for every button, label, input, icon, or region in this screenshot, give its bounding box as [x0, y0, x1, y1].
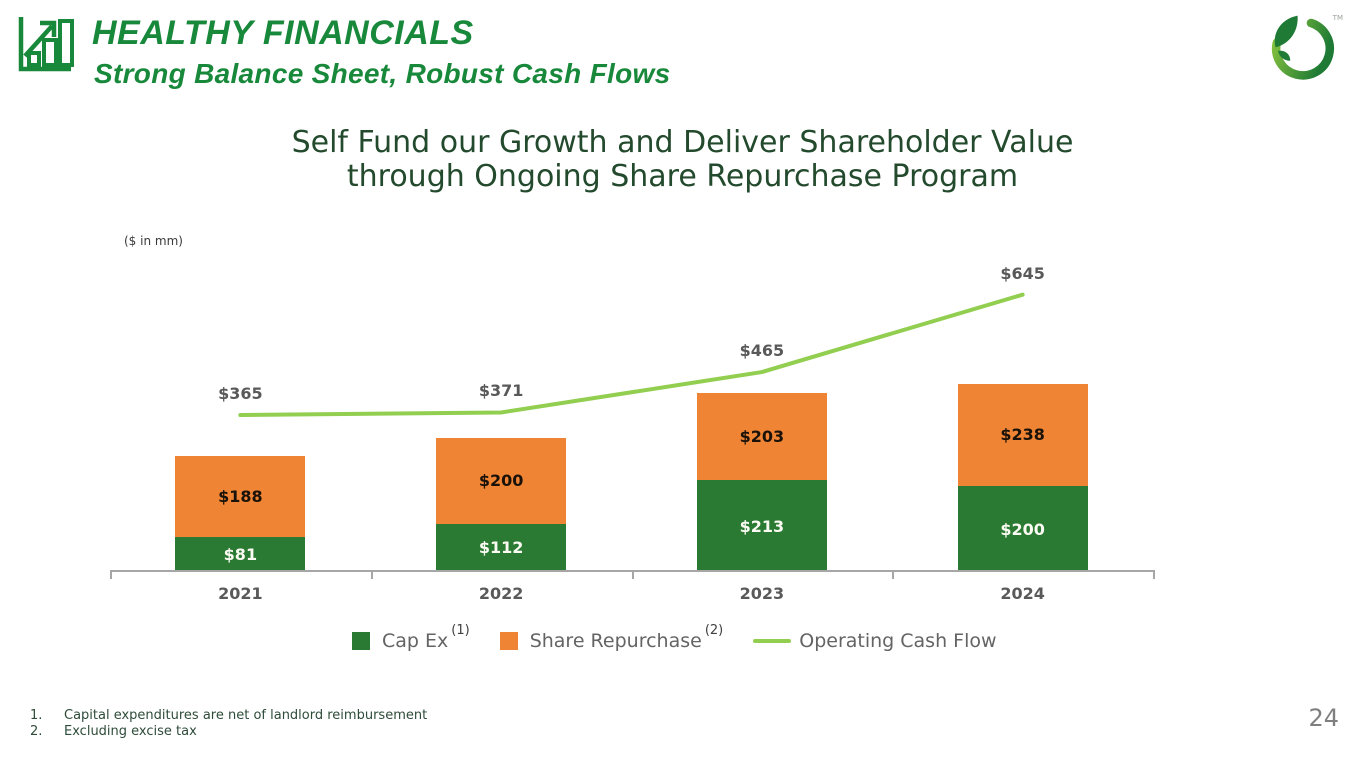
- bar-segment-share-repurchase-2022: $200: [436, 437, 567, 524]
- line-value-label: $365: [218, 384, 263, 404]
- bar-segment-cap-ex-2021: $81: [175, 537, 306, 572]
- chart-legend: Cap Ex (1) Share Repurchase (2) Operatin…: [352, 623, 1027, 652]
- cap-ex-swatch-icon: [352, 632, 370, 650]
- legend-item-operating-cash-flow: Operating Cash Flow: [753, 630, 997, 652]
- bar-value-label: $203: [739, 427, 785, 447]
- operating-cash-flow-line-icon: [753, 639, 792, 643]
- header-title: HEALTHY FINANCIALS: [92, 14, 474, 52]
- x-axis: [110, 570, 1153, 572]
- footnote-2: 2. Excluding excise tax: [30, 724, 427, 740]
- bar-segment-share-repurchase-2023: $203: [696, 393, 827, 481]
- bar-value-label: $81: [223, 545, 258, 565]
- legend-label: Cap Ex: [382, 630, 449, 652]
- header-subtitle: Strong Balance Sheet, Robust Cash Flows: [94, 58, 671, 89]
- footnote-text: Excluding excise tax: [64, 724, 197, 739]
- bar-segment-share-repurchase-2021: $188: [175, 456, 306, 538]
- line-value-label: $645: [1000, 263, 1045, 283]
- line-value-label: $465: [739, 341, 785, 361]
- slide-title-line2: through Ongoing Share Repurchase Program: [346, 159, 1019, 194]
- x-axis-tick: [110, 570, 112, 579]
- bar-value-label: $200: [1000, 519, 1045, 539]
- legend-footnote-ref: (2): [704, 622, 724, 638]
- chart-units-label: ($ in mm): [124, 234, 183, 248]
- footnote-number: 2.: [30, 724, 43, 739]
- x-axis-tick: [631, 570, 634, 579]
- bar-segment-cap-ex-2023: $213: [696, 480, 827, 572]
- bar-value-label: $213: [739, 516, 785, 536]
- bar-segment-cap-ex-2024: $200: [957, 486, 1088, 572]
- bar-value-label: $188: [218, 487, 263, 507]
- trademark-symbol: TM: [1332, 14, 1343, 22]
- leaf-circle-icon: [1271, 15, 1335, 80]
- legend-label: Share Repurchase: [529, 630, 702, 652]
- x-axis-tick: [1153, 570, 1155, 579]
- x-axis-label-2024: 2024: [1000, 584, 1045, 603]
- footnote-1: 1. Capital expenditures are net of landl…: [30, 708, 427, 724]
- company-leaf-logo: TM: [1261, 12, 1343, 90]
- share-repurchase-swatch-icon: [499, 632, 518, 650]
- legend-label: Operating Cash Flow: [799, 630, 997, 652]
- x-axis-label-2021: 2021: [218, 584, 263, 603]
- line-value-label: $371: [478, 381, 524, 401]
- slide-title-line1: Self Fund our Growth and Deliver Shareho…: [291, 125, 1074, 160]
- slide-title: Self Fund our Growth and Deliver Shareho…: [0, 126, 1365, 194]
- bar-value-label: $200: [478, 471, 524, 491]
- legend-item-share-repurchase: Share Repurchase (2): [499, 623, 723, 652]
- bar-chart-growth-icon: [18, 17, 74, 72]
- bar-value-label: $238: [1000, 425, 1045, 445]
- x-axis-tick: [892, 570, 895, 579]
- x-axis-label-2023: 2023: [739, 584, 785, 603]
- bar-segment-cap-ex-2022: $112: [436, 523, 567, 572]
- footnotes: 1. Capital expenditures are net of landl…: [30, 708, 427, 740]
- footnote-number: 1.: [30, 708, 43, 723]
- bar-segment-share-repurchase-2024: $238: [957, 383, 1088, 486]
- x-axis-label-2022: 2022: [478, 584, 524, 603]
- footnote-text: Capital expenditures are net of landlord…: [64, 708, 428, 723]
- legend-item-cap-ex: Cap Ex (1): [352, 623, 470, 652]
- legend-footnote-ref: (1): [451, 622, 470, 638]
- x-axis-tick: [370, 570, 373, 579]
- bar-value-label: $112: [478, 538, 524, 558]
- page-number: 24: [1308, 704, 1339, 732]
